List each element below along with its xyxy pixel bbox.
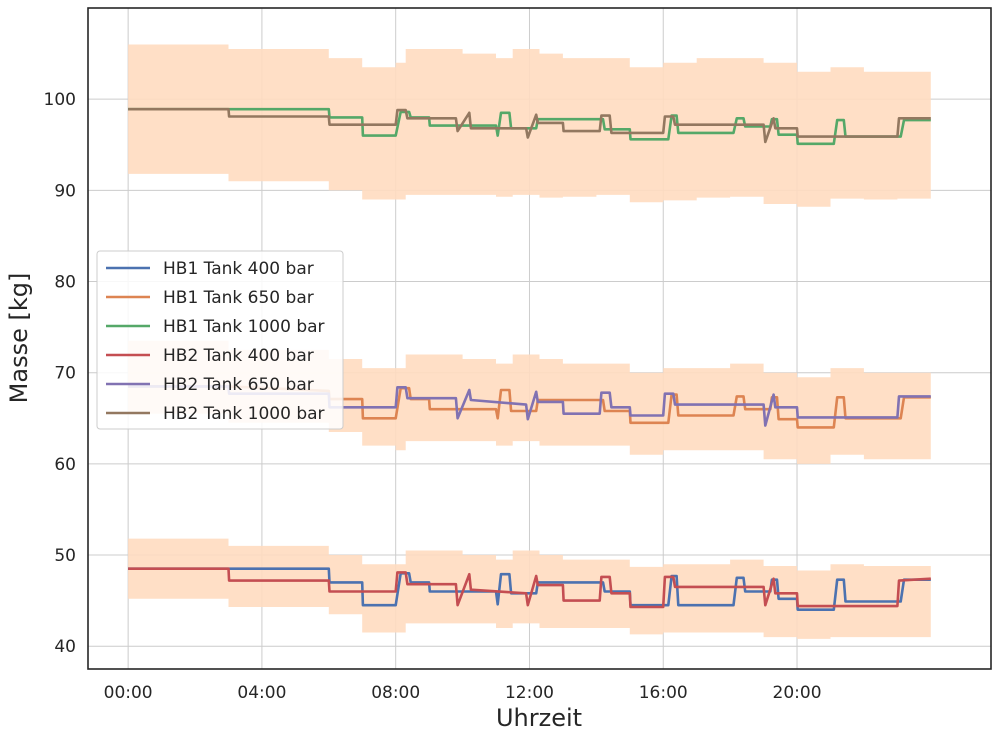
uncertainty-band-2 [128,538,931,639]
legend-label-1: HB1 Tank 400 bar [163,259,314,279]
x-tick-label-4: 16:00 [639,683,688,703]
y-tick-label-4: 80 [54,273,76,293]
legend-label-5: HB2 Tank 650 bar [163,375,314,395]
x-tick-label-5: 20:00 [773,683,822,703]
uncertainty-band-0 [128,44,931,207]
series-line-4 [128,567,931,609]
y-tick-label-0: 40 [54,637,76,657]
x-axis-title: Uhrzeit [496,704,582,732]
x-tick-label-0: 00:00 [104,683,153,703]
y-tick-label-2: 60 [54,455,76,475]
legend-label-3: HB1 Tank 1000 bar [163,317,325,337]
plot-area [87,7,992,670]
legend: HB1 Tank 400 bar HB1 Tank 650 bar HB1 Tank… [96,250,344,430]
legend-label-6: HB2 Tank 1000 bar [163,404,325,424]
y-axis-title: Masse [kg] [5,273,33,404]
y-tick-label-1: 50 [54,546,76,566]
legend-label-4: HB2 Tank 400 bar [163,346,314,366]
x-tick-label-3: 12:00 [505,683,554,703]
data-series [128,107,931,612]
y-tick-label-3: 70 [54,364,76,384]
series-line-5 [128,385,931,427]
x-tick-label-1: 04:00 [237,683,286,703]
y-tick-label-5: 90 [54,181,76,201]
plot-frame [87,7,992,670]
legend-label-2: HB1 Tank 650 bar [163,288,314,308]
y-tick-label-6: 100 [44,90,76,110]
series-line-6 [128,107,931,144]
y-axis-ticks: 40 50 60 70 80 90 100 [44,90,76,657]
x-tick-label-2: 08:00 [371,683,420,703]
x-axis-ticks: 00:00 04:00 08:00 12:00 16:00 20:00 [104,683,822,703]
legend-box [96,250,344,430]
